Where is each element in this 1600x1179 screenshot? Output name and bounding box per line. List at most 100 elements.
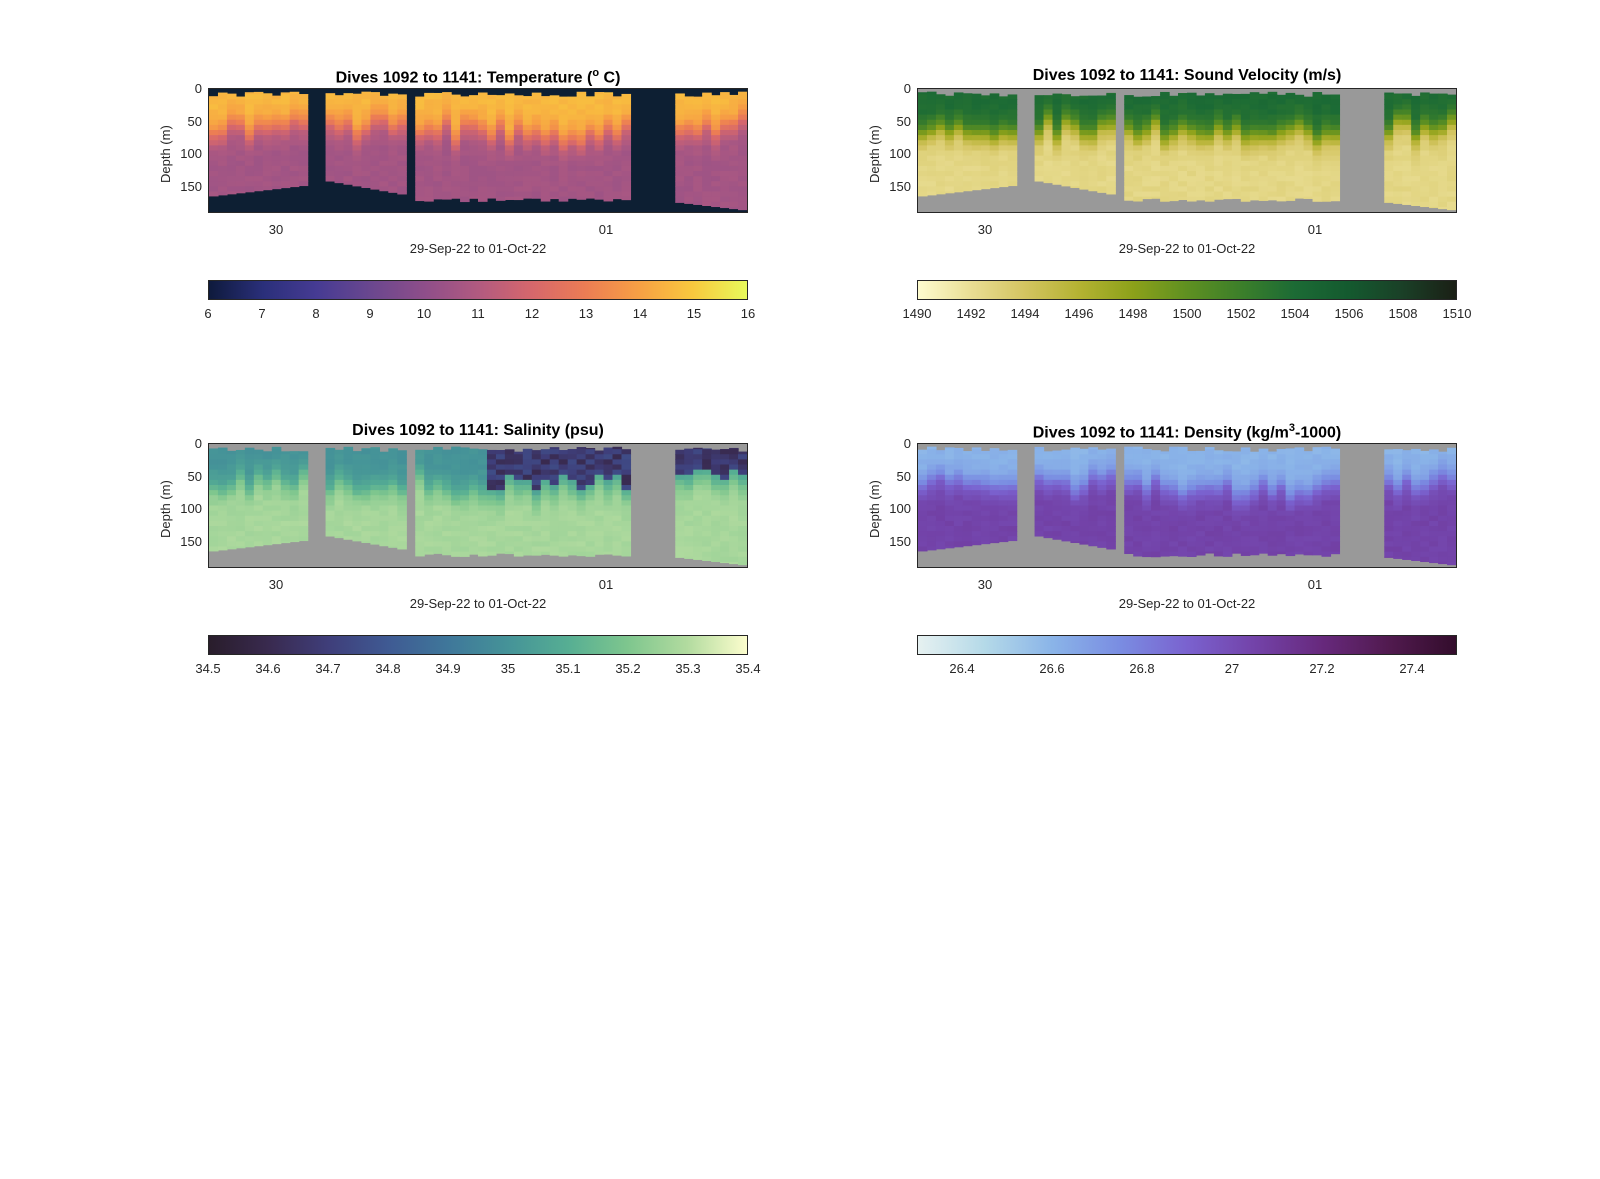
heatmap-cell [226,520,237,527]
heatmap-cell [729,196,739,203]
heatmap-cell [513,160,524,167]
heatmap-cell [495,536,506,542]
heatmap-cell [684,124,694,131]
heatmap-cell [540,155,551,162]
heatmap-cell [585,140,596,146]
heatmap-cell [1402,99,1412,105]
heatmap-cell [1151,171,1161,177]
heatmap-cell [1097,505,1107,512]
heatmap-cell [531,186,542,193]
heatmap-cell [1204,109,1215,116]
heatmap-cell [271,500,282,507]
heatmap-cell [1052,140,1063,146]
heatmap-cell [1124,196,1134,201]
heatmap-cell [1169,485,1179,491]
heatmap-cell [729,546,739,553]
heatmap-cell [1222,160,1233,167]
heatmap-cell [1151,505,1161,512]
heatmap-cell [1438,145,1448,152]
heatmap-cell [226,124,237,131]
heatmap-cell [1007,520,1018,527]
heatmap-cell [1007,171,1018,177]
heatmap-cell [720,510,730,517]
heatmap-cell [280,541,291,544]
heatmap-cell [361,114,371,121]
heatmap-cell [540,99,551,105]
heatmap-cell [1070,119,1080,126]
heatmap-cell [253,510,264,517]
heatmap-cell [1195,495,1206,501]
heatmap-cell [451,469,461,476]
heatmap-cell [1438,104,1448,111]
heatmap-cell [1160,171,1170,177]
heatmap-cell [962,510,973,517]
heatmap-cell [1169,196,1179,202]
heatmap-cell [1142,474,1152,481]
heatmap-cell [1151,155,1161,162]
heatmap-cell [1384,556,1394,558]
heatmap-cell [289,469,300,476]
heatmap-cell [962,124,973,131]
heatmap-cell [1393,551,1403,558]
heatmap-cell [209,459,219,466]
heatmap-cell [244,92,255,95]
heatmap-cell [424,130,434,136]
heatmap-cell [971,124,982,131]
y-axis-label: Depth (m) [867,125,882,183]
heatmap-cell [1169,531,1179,537]
heatmap-cell [1231,526,1242,532]
heatmap-cell [415,165,425,172]
heatmap-cell [576,104,587,111]
heatmap-cell [998,99,1009,105]
heatmap-cell [944,119,955,126]
heatmap-cell [1429,119,1439,126]
heatmap-cell [1133,536,1143,542]
heatmap-cell [944,474,955,481]
heatmap-cell [693,551,703,558]
heatmap-cell [567,191,578,198]
heatmap-cell [469,145,479,152]
heatmap-cell [1285,191,1296,198]
heatmap-cell [918,546,928,552]
heatmap-cell [289,520,300,527]
heatmap-cell [424,459,434,466]
heatmap-cell [621,165,632,172]
heatmap-cell [217,119,228,126]
heatmap-cell [1222,454,1233,460]
heatmap-cell [693,520,703,527]
heatmap-cell [980,186,991,190]
heatmap-cell [1384,119,1394,126]
heatmap-cell [226,526,237,532]
heatmap-cell [451,150,461,157]
heatmap-cell [998,520,1009,527]
heatmap-cell [1088,150,1098,157]
heatmap-cell [1402,500,1412,507]
heatmap-cell [1411,171,1421,177]
heatmap-cell [370,92,380,95]
heatmap-cell [567,155,578,162]
heatmap-cell [1007,531,1018,537]
heatmap-cell [1384,92,1394,95]
heatmap-cell [289,454,300,460]
heatmap-cell [1285,531,1296,537]
heatmap-cell [594,191,605,198]
heatmap-cell [1222,196,1233,200]
heatmap-cell [1276,520,1287,527]
heatmap-cell [585,155,596,162]
heatmap-cell [711,500,721,507]
heatmap-cell [1195,181,1206,187]
heatmap-cell [1222,546,1233,553]
heatmap-cell [1303,119,1314,126]
heatmap-cell [1249,479,1260,486]
heatmap-cell [1231,135,1242,141]
heatmap-cell [1240,515,1251,522]
heatmap-cell [1034,119,1045,126]
heatmap-cell [298,531,309,537]
heatmap-cell [1222,459,1233,466]
heatmap-cell [1420,104,1430,111]
colorbar-tick-label: 27.2 [1309,661,1335,676]
heatmap-cell [1411,536,1421,542]
heatmap-cell [1007,505,1018,512]
heatmap-cell [971,447,982,450]
heatmap-cell [998,181,1009,187]
